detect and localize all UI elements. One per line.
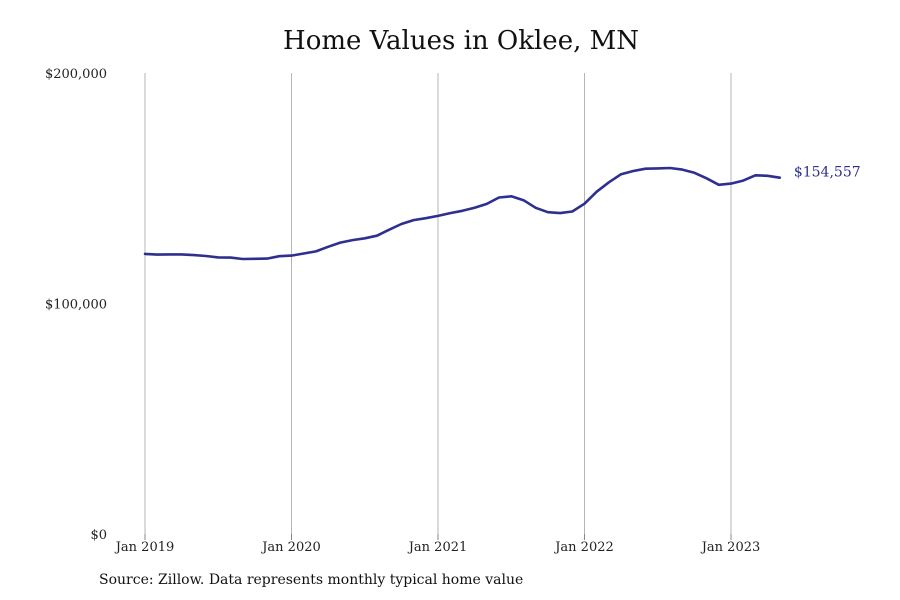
y-tick-label: $200,000 — [45, 67, 107, 82]
x-tick-label: Jan 2021 — [407, 540, 468, 555]
y-tick-label: $0 — [90, 528, 107, 543]
x-tick-label: Jan 2020 — [260, 540, 321, 555]
source-note: Source: Zillow. Data represents monthly … — [99, 572, 524, 588]
x-tick-label: Jan 2023 — [700, 540, 761, 555]
y-tick-label: $100,000 — [45, 298, 107, 313]
x-tick-label: Jan 2022 — [553, 540, 614, 555]
chart-title: Home Values in Oklee, MN — [283, 26, 639, 56]
series-line — [143, 166, 782, 261]
series-end-label: $154,557 — [794, 165, 861, 181]
x-tick-label: Jan 2019 — [114, 540, 175, 555]
